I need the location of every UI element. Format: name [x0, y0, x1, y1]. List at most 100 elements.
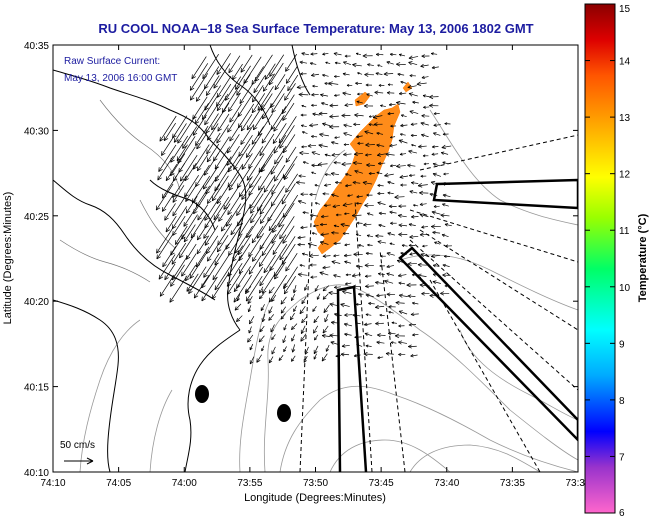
current-vector	[263, 254, 276, 274]
current-vector	[389, 210, 397, 215]
current-vector	[195, 125, 209, 146]
current-vector	[340, 222, 350, 228]
current-vector	[365, 83, 372, 87]
current-vector	[375, 234, 384, 238]
current-vector	[417, 262, 427, 267]
current-vector	[386, 91, 395, 95]
current-vector	[364, 322, 372, 327]
current-vector	[272, 123, 287, 144]
current-vector	[398, 232, 408, 237]
current-vector	[313, 316, 320, 324]
current-vector	[334, 136, 340, 139]
current-vector	[362, 180, 373, 186]
current-vector	[364, 274, 372, 278]
current-vector	[259, 194, 274, 215]
x-tick-label: 73:50	[303, 478, 328, 489]
current-vector	[335, 213, 342, 217]
current-vector	[324, 173, 331, 177]
x-tick-label: 73:55	[237, 478, 262, 489]
current-vector	[342, 290, 352, 295]
current-vector	[328, 290, 339, 296]
current-vector	[368, 123, 375, 127]
current-vector	[280, 313, 286, 320]
current-vector	[388, 204, 397, 209]
current-vector	[400, 80, 407, 84]
current-vector	[238, 255, 251, 274]
current-vector	[376, 293, 384, 298]
current-vector	[411, 143, 417, 147]
current-vector	[320, 93, 329, 98]
current-vector	[260, 304, 265, 311]
current-vector	[249, 315, 255, 325]
current-vector	[344, 103, 353, 107]
current-vector	[363, 222, 372, 227]
current-vector	[376, 152, 386, 157]
current-vector	[182, 126, 198, 149]
current-vector	[387, 232, 396, 236]
current-vector	[301, 52, 310, 56]
current-vector	[322, 293, 329, 300]
current-vector	[401, 244, 408, 247]
current-vector	[433, 205, 440, 208]
current-vector	[333, 241, 341, 246]
current-vector	[379, 313, 385, 317]
current-vector	[240, 114, 253, 132]
y-axis-label: Latitude (Degrees:Minutes)	[2, 192, 14, 325]
current-vector	[299, 306, 306, 315]
current-vector	[238, 213, 254, 237]
current-vector	[433, 123, 441, 127]
current-vector	[240, 124, 255, 145]
current-vector	[345, 184, 352, 188]
current-vector	[364, 72, 374, 77]
current-vector	[271, 346, 276, 355]
current-vector	[249, 343, 254, 351]
surface-current-vectors	[155, 52, 452, 365]
current-vector	[375, 321, 384, 326]
current-vector	[342, 202, 353, 207]
current-vector	[291, 334, 296, 342]
current-vector	[409, 252, 417, 256]
current-vector	[377, 201, 386, 206]
current-vector	[296, 180, 306, 185]
current-vector	[364, 130, 374, 135]
current-vector	[300, 333, 307, 342]
current-vector	[307, 143, 317, 148]
current-vector	[258, 242, 275, 267]
current-vector	[300, 225, 308, 230]
current-vector	[230, 216, 243, 236]
current-vector	[302, 211, 309, 215]
current-vector	[284, 83, 296, 101]
current-vector	[196, 154, 209, 172]
current-vector	[353, 151, 363, 157]
current-vector	[368, 115, 374, 118]
current-vector	[311, 151, 321, 156]
current-vector	[189, 63, 209, 91]
current-vector	[268, 306, 273, 314]
current-vector	[268, 286, 275, 294]
current-vector	[421, 54, 430, 58]
current-vector	[279, 216, 295, 240]
current-vector	[283, 324, 287, 331]
current-vector	[283, 346, 287, 352]
current-vector	[444, 223, 452, 227]
current-vector	[217, 223, 233, 246]
current-label-line1: Raw Surface Current:	[64, 56, 160, 67]
current-vector	[211, 102, 230, 131]
current-vector	[330, 171, 340, 176]
current-vector	[429, 94, 439, 100]
current-vector	[343, 61, 352, 65]
current-vector	[321, 333, 331, 338]
current-vector	[259, 286, 264, 294]
current-vector	[311, 135, 318, 139]
current-vector	[422, 244, 428, 248]
current-vector	[352, 180, 361, 185]
current-vector	[285, 173, 298, 193]
current-vector	[301, 145, 307, 149]
y-tick-label: 40:10	[24, 468, 49, 479]
current-vector	[344, 260, 352, 264]
current-vector	[299, 60, 308, 65]
current-vector	[271, 334, 276, 341]
current-vector	[268, 204, 287, 232]
current-vector	[247, 296, 253, 305]
current-vector	[156, 226, 174, 254]
